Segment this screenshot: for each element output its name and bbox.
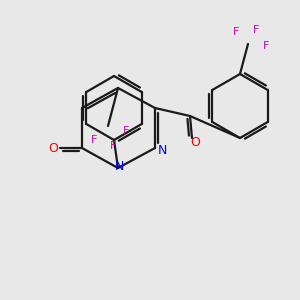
Text: N: N xyxy=(157,143,167,157)
Text: O: O xyxy=(48,142,58,154)
Text: F: F xyxy=(263,41,269,51)
Text: F: F xyxy=(253,25,259,35)
Text: N: N xyxy=(114,160,124,173)
Text: O: O xyxy=(190,136,200,149)
Text: F: F xyxy=(123,126,129,136)
Text: F: F xyxy=(233,27,239,37)
Text: F: F xyxy=(91,135,97,145)
Text: F: F xyxy=(110,141,116,151)
